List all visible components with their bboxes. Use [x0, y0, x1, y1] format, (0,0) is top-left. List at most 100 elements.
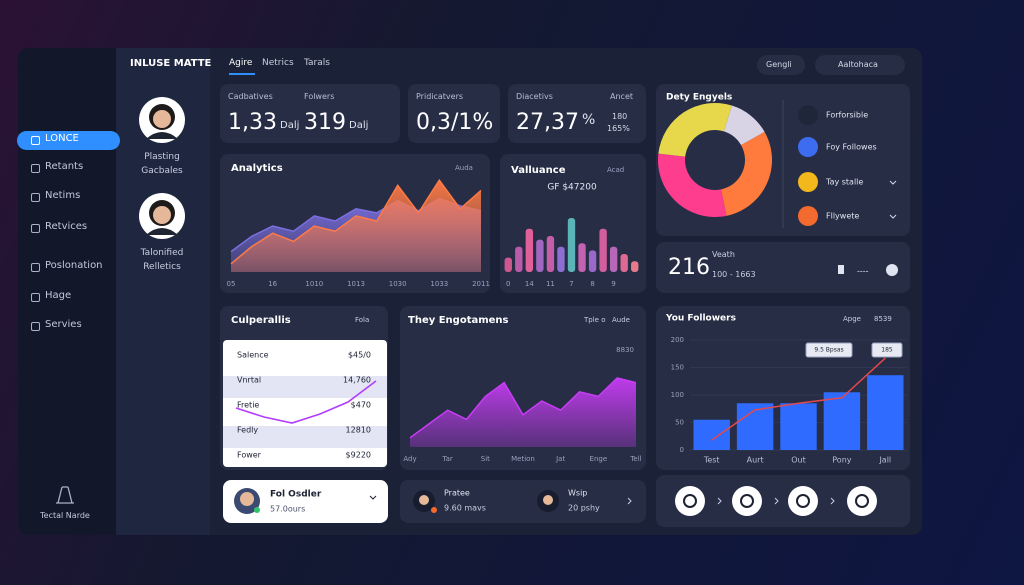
x-tick-label: Aurt [747, 456, 764, 465]
x-tick-label: 16 [268, 280, 277, 288]
nav-item[interactable]: Retants [45, 161, 84, 172]
donut-segment [721, 131, 772, 216]
footer-detail: 9.60 mavs [444, 504, 486, 513]
card-title: Valluance [511, 165, 566, 176]
bar [599, 228, 607, 272]
table-cell: 12810 [346, 426, 371, 435]
toolbar-button[interactable] [757, 55, 805, 75]
card-filter: Aude [612, 316, 630, 324]
legend-item: Fllywete [826, 212, 859, 221]
chevron [369, 495, 377, 500]
stat-label: Cadbatives [228, 92, 273, 101]
card-subtitle: GF $47200 [547, 183, 597, 193]
chevron [774, 497, 779, 505]
stat-unit: % [582, 112, 596, 128]
stat-label: Folwers [304, 92, 335, 101]
area-fill [231, 180, 481, 272]
action-button[interactable] [847, 486, 877, 516]
bar [567, 218, 576, 272]
nav-item[interactable]: Servies [45, 319, 82, 330]
y-tick-label: 100 [671, 391, 684, 399]
footer-icon [56, 486, 74, 504]
card-title: Analytics [231, 163, 283, 174]
bar [504, 257, 512, 272]
nav-item[interactable]: Hage [45, 290, 72, 301]
footer-title: Wsip [568, 489, 587, 498]
profile-title: INLUSE MATTE [130, 58, 212, 69]
card [508, 84, 646, 143]
avatar-face [419, 495, 429, 505]
x-tick-label: 1013 [347, 280, 365, 288]
x-tick-label: 11 [546, 280, 555, 288]
tab-underline [229, 73, 255, 75]
bar [620, 254, 628, 272]
summary-value: 216 [668, 255, 710, 280]
summary-label: Veath [712, 250, 735, 259]
legend-icon [798, 137, 818, 157]
table-cell: $45/0 [348, 351, 371, 360]
card-filter: 8539 [874, 315, 892, 323]
sidebar [18, 48, 116, 535]
x-tick-label: 0 [506, 280, 510, 288]
table-cell: Fower [237, 451, 262, 460]
action-icon [683, 494, 697, 508]
bar [867, 375, 904, 450]
bar [693, 419, 730, 450]
action-button[interactable] [732, 486, 762, 516]
avatar-body [146, 228, 178, 235]
avatar-face [240, 492, 254, 506]
tab[interactable]: Agire [229, 58, 253, 68]
legend-icon [798, 105, 818, 125]
summary-dash: ---- [857, 267, 869, 276]
x-tick-label: 1030 [389, 280, 407, 288]
action-icon [796, 494, 810, 508]
line [711, 357, 886, 441]
toolbar-label[interactable]: Aaltohaca [838, 60, 878, 69]
tab[interactable]: Tarals [304, 58, 330, 68]
x-tick-label: Enge [590, 455, 608, 463]
legend-icon [798, 172, 818, 192]
stat-label: Pridicatvers [416, 92, 464, 101]
nav-item[interactable]: LONCE [45, 133, 79, 144]
table-cell: Salence [237, 351, 269, 360]
tooltip [805, 342, 853, 358]
donut-segment [658, 153, 727, 217]
tooltip [871, 342, 903, 358]
bar [515, 246, 523, 272]
y-tick-label: 50 [675, 419, 684, 427]
card [656, 242, 910, 293]
chevron [830, 497, 835, 505]
toolbar-label[interactable]: Gengli [766, 60, 792, 69]
table-row-shade [223, 426, 387, 448]
legend-item: Foy Followes [826, 143, 877, 152]
x-tick-label: Metion [511, 455, 535, 463]
card-filter: Tple o [583, 316, 605, 324]
stat-side: 165% [607, 124, 630, 133]
avatar-face [153, 110, 171, 128]
nav-icon [31, 293, 40, 302]
y-tick-label: 0 [680, 446, 684, 454]
tab[interactable]: Netrics [262, 58, 294, 68]
nav-item[interactable]: Netims [45, 190, 81, 201]
nav-icon [31, 193, 40, 202]
x-tick-label: Out [791, 456, 806, 465]
bar [546, 236, 555, 272]
x-tick-label: 7 [569, 280, 573, 288]
profile-name: Talonified Relletics [140, 248, 184, 272]
nav-item[interactable]: Retvices [45, 221, 88, 232]
bar [631, 261, 639, 272]
action-button[interactable] [788, 486, 818, 516]
action-button[interactable] [675, 486, 705, 516]
x-tick-label: 2011 [472, 280, 490, 288]
bar [525, 228, 534, 272]
nav-item[interactable]: Poslonation [45, 260, 103, 271]
bar [578, 243, 586, 272]
table-cell: $9220 [346, 451, 371, 460]
toolbar-button[interactable] [815, 55, 905, 75]
bar [823, 392, 861, 450]
card-title: Dety Engyels [666, 93, 732, 103]
stat-unit: Dalj [349, 120, 369, 131]
card [220, 84, 400, 143]
